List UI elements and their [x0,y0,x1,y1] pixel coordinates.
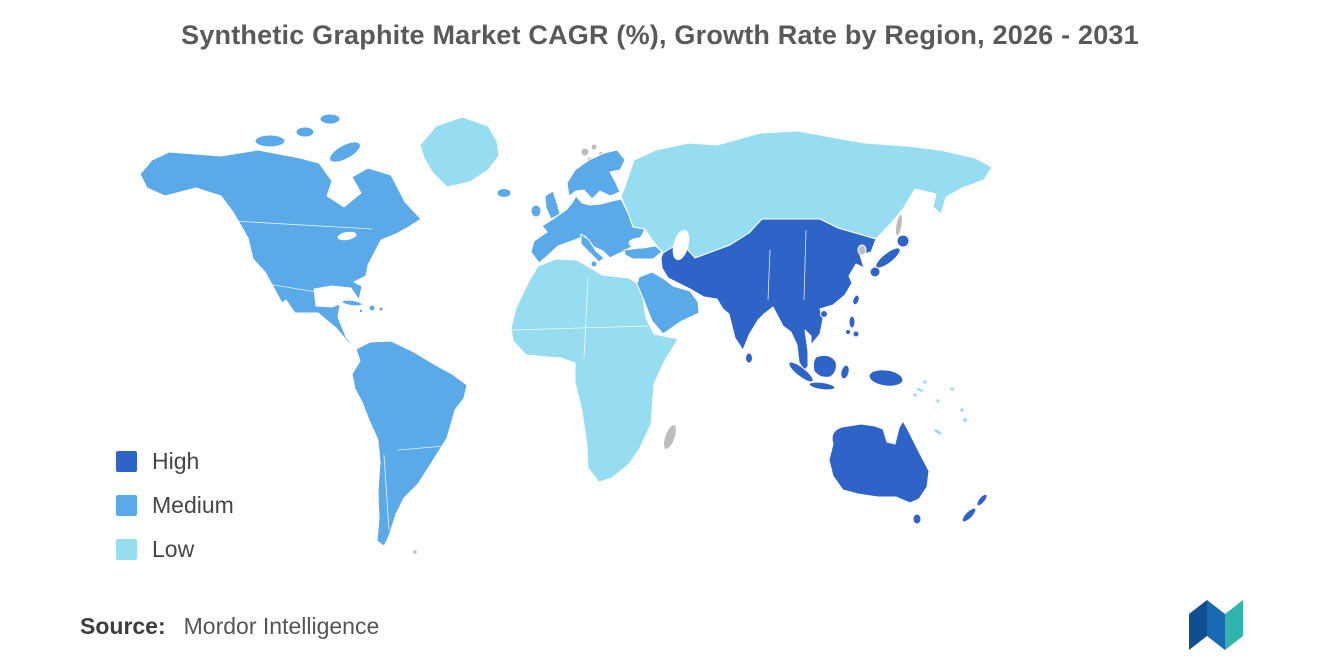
jamaica [358,308,364,314]
arctic-island [319,113,341,125]
arctic-island [254,134,286,148]
region-philippines [845,315,860,338]
hokkaido [896,234,910,248]
region-sri-lanka [745,352,753,364]
region-scandinavia [566,149,626,200]
region-madagascar [663,424,677,450]
country-borders [232,220,807,531]
legend-item-high: High [116,448,234,475]
sicily [590,260,598,268]
puerto-rico [378,306,384,312]
hispaniola [368,304,376,312]
legend-label-low: Low [152,536,195,562]
region-canadian-arctic-islands [254,113,361,163]
region-tasmania [912,513,922,525]
mordor-intelligence-logo [1189,600,1243,650]
region-indonesia [788,354,904,391]
nz-south-island [961,507,977,523]
great-lakes [337,231,357,241]
region-falkland-islands [412,549,418,555]
fiji [962,417,968,423]
source-attribution: Source: Mordor Intelligence [80,613,379,640]
legend-label-medium: Medium [152,492,234,518]
legend: High Medium Low [116,448,234,563]
source-value: Mordor Intelligence [183,613,380,639]
legend-swatch-high [116,451,137,472]
caspian-sea [672,229,690,261]
region-australia [828,420,930,504]
pacific-island [959,407,965,413]
new-caledonia [933,428,943,436]
region-iceland [496,188,512,198]
svalbard-island [580,147,590,157]
pacific-islands [912,379,968,436]
region-new-zealand [961,493,988,523]
region-north-korea [857,244,867,256]
mindanao [852,330,860,338]
region-italy [580,233,605,263]
pacific-island [935,398,941,404]
region-greenland [419,116,500,188]
java [808,381,836,391]
region-ireland [530,204,542,218]
new-guinea [868,369,904,387]
logo-middle-stroke [1207,600,1225,650]
world-map-regions [139,113,993,555]
cuba [341,299,363,307]
pacific-island [912,392,918,398]
sulawesi [840,364,850,380]
region-turkey [623,245,663,260]
logo-right-stroke [1225,600,1243,650]
region-taiwan [852,294,860,306]
legend-item-medium: Medium [116,492,234,519]
arctic-island [329,141,361,163]
sumatra [788,361,814,383]
svalbard-island [590,143,598,151]
solomon-islands [915,387,925,393]
region-united-kingdom [544,190,561,220]
region-sakhalin [894,213,904,237]
luzon [848,315,856,329]
logo-left-stroke [1189,600,1207,650]
visayas [845,329,851,335]
legend-item-low: Low [116,536,234,563]
region-south-america [351,340,468,547]
pacific-island [922,379,928,385]
pacific-island [949,386,955,392]
region-japan [869,234,910,278]
kyushu [869,266,881,278]
borneo [812,354,837,378]
black-sea [628,237,654,249]
region-arabian-peninsula [636,271,700,335]
source-label: Source: [80,613,166,639]
region-hainan [820,310,828,318]
legend-label-high: High [152,448,200,474]
legend-swatch-low [116,539,137,560]
arctic-island [295,126,315,138]
region-north-america [139,149,422,350]
legend-swatch-medium [116,495,137,516]
region-caribbean [341,299,384,314]
nz-north-island [976,493,988,507]
page-title: Synthetic Graphite Market CAGR (%), Grow… [181,20,1139,50]
